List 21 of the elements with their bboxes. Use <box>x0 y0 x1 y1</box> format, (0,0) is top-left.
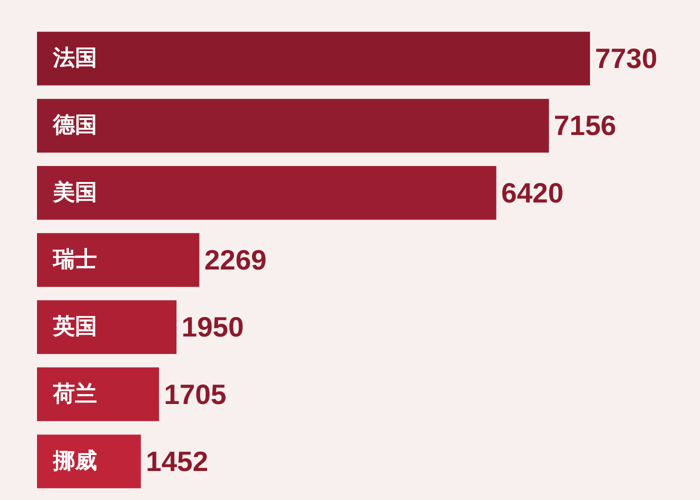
data-label: 7156 <box>554 110 616 142</box>
bar <box>37 367 159 422</box>
data-label: 2269 <box>204 244 267 276</box>
y-tick-label: 挪威 <box>52 448 97 474</box>
data-label: 1452 <box>146 446 208 477</box>
bar <box>37 32 590 86</box>
y-tick-label: 荷兰 <box>52 380 97 407</box>
y-tick-label: 德国 <box>52 113 97 138</box>
bar <box>37 434 141 488</box>
bar <box>37 233 200 287</box>
y-tick-label: 美国 <box>52 179 97 206</box>
y-tick-label: 英国 <box>52 314 97 340</box>
data-label: 6420 <box>501 177 564 208</box>
data-label: 1705 <box>164 378 226 410</box>
data-label: 7730 <box>595 43 658 74</box>
bar <box>37 98 549 153</box>
bar <box>37 300 176 354</box>
bar <box>37 166 496 220</box>
y-tick-label: 法国 <box>52 46 97 72</box>
data-label: 1950 <box>182 312 244 343</box>
y-tick-label: 瑞士 <box>52 248 97 272</box>
